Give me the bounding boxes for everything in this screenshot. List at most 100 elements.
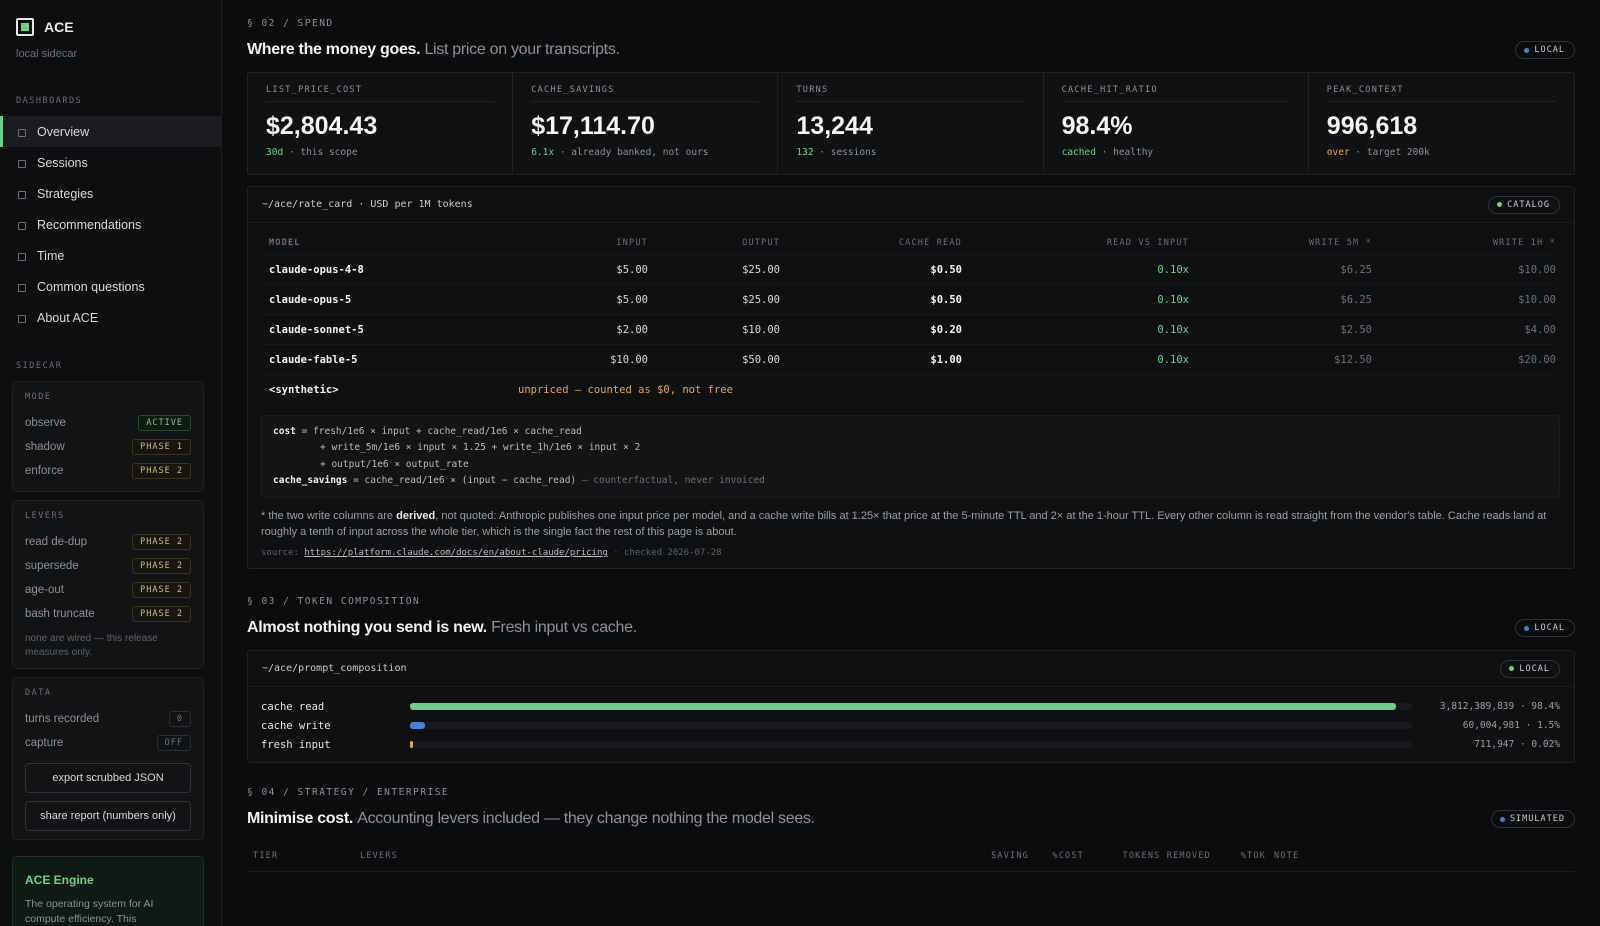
data-box: DATA turns recorded 0 capture OFF export scru…: [12, 677, 204, 840]
engine-text: The operating system for AI compute effi…: [25, 898, 154, 925]
composition-row: cache write 60,004,981 · 1.5%: [261, 716, 1560, 735]
kpi-note: · healthy: [1101, 147, 1154, 158]
section-head: Where the money goes. List price on your…: [247, 32, 1575, 68]
formula-key: cost: [273, 426, 296, 437]
setting-name: turns recorded: [25, 713, 100, 725]
button[interactable]: export scrubbed JSON: [25, 763, 191, 793]
table-cell: <synthetic>: [269, 384, 339, 396]
table-cell: $2.00: [511, 315, 648, 345]
setting-tag: PHASE 1: [132, 439, 191, 455]
panel-header: ~/ace/rate_card · USD per 1M tokens CATAL…: [248, 187, 1574, 223]
badge: LOCAL: [1500, 659, 1560, 678]
section-subtitle: List price on your transcripts.: [424, 41, 620, 58]
row-value: 60,004,981 · 1.5%: [1462, 720, 1560, 732]
bar: [410, 703, 1396, 711]
table-cell: claude-opus-4-8: [261, 255, 511, 285]
badge: SIMULATED: [1490, 810, 1575, 829]
bar-track: [410, 703, 1412, 711]
bar-track: [410, 722, 1412, 730]
column-header: WRITE 1H *: [1372, 223, 1556, 255]
nav-item[interactable]: Strategies: [0, 178, 221, 209]
table-cell: $10.00: [511, 345, 648, 375]
table-cell: $20.00: [1372, 345, 1556, 375]
row-label: cache write: [261, 719, 331, 732]
source-link[interactable]: https://platform.claude.com/docs/en/abou…: [304, 548, 608, 559]
button[interactable]: share report (numbers only): [25, 801, 191, 831]
kpi-note: · already banked, not ours: [559, 147, 709, 158]
kpi-row: LIST_PRICE_COST $2,804.43 30d · this scope…: [247, 72, 1575, 175]
kpi-card: CACHE_HIT_RATIO 98.4% cached · healthy: [1044, 73, 1309, 174]
composition-panel: ~/ace/prompt_composition LOCAL cache read 3…: [247, 650, 1575, 764]
source: source: https://platform.claude.com/docs…: [261, 548, 1560, 558]
setting-name: supersede: [25, 560, 79, 572]
table-header: TIER LEVERS SAVING %COST TOKENS REMOVED %TOK N…: [247, 841, 1575, 873]
main: § 02 / SPEND Where the money goes. List p…: [247, 0, 1575, 873]
section-title: Where the money goes. List price on your…: [247, 41, 620, 58]
setting-name: age-out: [25, 584, 65, 596]
row-value: 711,947 · 0.02%: [1474, 739, 1560, 751]
column-header: OUTPUT: [648, 223, 780, 255]
eyebrow: § 04 / STRATEGY / ENTERPRISE: [247, 787, 450, 799]
kpi-value: 98.4%: [1061, 112, 1133, 140]
formula-text: = fresh/1e6 × input + cache_read/1e6 × c…: [295, 426, 582, 437]
nav-item[interactable]: Sessions: [0, 147, 221, 178]
column-header: TOKENS REMOVED: [1122, 851, 1211, 862]
bar-track: [410, 741, 1412, 749]
column-header: LEVERS: [360, 851, 398, 862]
table-cell: $1.00: [780, 345, 962, 375]
box-label: DATA: [25, 688, 52, 698]
kpi-sub: 132 · sessions: [796, 147, 1024, 158]
footnote-text: , not quoted: Anthropic publishes one in…: [261, 510, 1547, 539]
brand-subtitle: local sidecar: [16, 48, 78, 60]
table-cell: $0.50: [780, 285, 962, 315]
nav-item[interactable]: Overview: [0, 116, 221, 147]
table-cell: unpriced — counted as $0, not free: [518, 384, 733, 396]
nav-item[interactable]: Common questions: [0, 271, 221, 302]
table-cell: $50.00: [648, 345, 780, 375]
kpi-sub: over · target 200k: [1327, 147, 1556, 158]
engine-card: ACE Engine The operating system for AI co…: [12, 856, 204, 926]
box-note: none are wired — this release measures o…: [25, 633, 158, 658]
bar: [410, 722, 426, 730]
setting-tag: ACTIVE: [138, 415, 191, 431]
setting-row: supersede PHASE 2: [25, 554, 191, 578]
table-cell: $5.00: [511, 285, 648, 315]
kpi-accent: over: [1326, 147, 1350, 158]
setting-name: bash truncate: [25, 608, 95, 620]
formula-line: + output/1e6 × output_rate: [273, 457, 1548, 473]
badge: LOCAL: [1515, 41, 1575, 59]
kpi-accent: 6.1x: [531, 147, 555, 158]
brand: ACE: [16, 18, 221, 36]
rate-card: ~/ace/rate_card · USD per 1M tokens CATAL…: [247, 186, 1575, 570]
kpi-label: CACHE_SAVINGS: [531, 85, 760, 102]
kpi-value: $2,804.43: [266, 112, 378, 140]
table-cell: $10.00: [1372, 255, 1556, 285]
column-header: MODEL: [261, 223, 511, 255]
table-cell: $25.00: [648, 285, 780, 315]
footnote-bold: derived: [396, 510, 436, 523]
setting-row: shadow PHASE 1: [25, 435, 191, 459]
kpi-card: LIST_PRICE_COST $2,804.43 30d · this scope: [248, 73, 514, 174]
nav-item[interactable]: Time: [0, 240, 221, 271]
nav-item[interactable]: About ACE: [0, 302, 221, 333]
nav-item[interactable]: Recommendations: [0, 209, 221, 240]
logo: [16, 18, 34, 36]
levers-box: LEVERS read de-dup PHASE 2 supersede PHASE 2…: [12, 500, 204, 669]
setting-name: observe: [25, 417, 66, 429]
table-cell: $25.00: [648, 255, 780, 285]
section-subtitle: Accounting levers included — they change…: [357, 810, 815, 828]
kpi-label: TURNS: [796, 85, 1025, 102]
setting-row: age-out PHASE 2: [25, 578, 191, 602]
formula-text: = cache_read/1e6 × (input − cache_read): [347, 474, 577, 486]
table-cell: $0.50: [780, 255, 962, 285]
setting-row: bash truncate PHASE 2: [25, 602, 191, 626]
kpi-card: PEAK_CONTEXT 996,618 over · target 200k: [1309, 73, 1574, 174]
kpi-card: CACHE_SAVINGS $17,114.70 6.1x · already ba…: [513, 73, 779, 174]
formula-line: cache_savings = cache_read/1e6 × (input …: [273, 473, 1548, 489]
setting-tag: PHASE 2: [132, 582, 191, 598]
panel-header: ~/ace/prompt_composition LOCAL: [248, 651, 1574, 688]
kpi-value: 996,618: [1326, 112, 1418, 140]
formula: cost = fresh/1e6 × input + cache_read/1e…: [261, 415, 1560, 499]
footnote: * the two write columns are derived, not…: [261, 508, 1560, 540]
